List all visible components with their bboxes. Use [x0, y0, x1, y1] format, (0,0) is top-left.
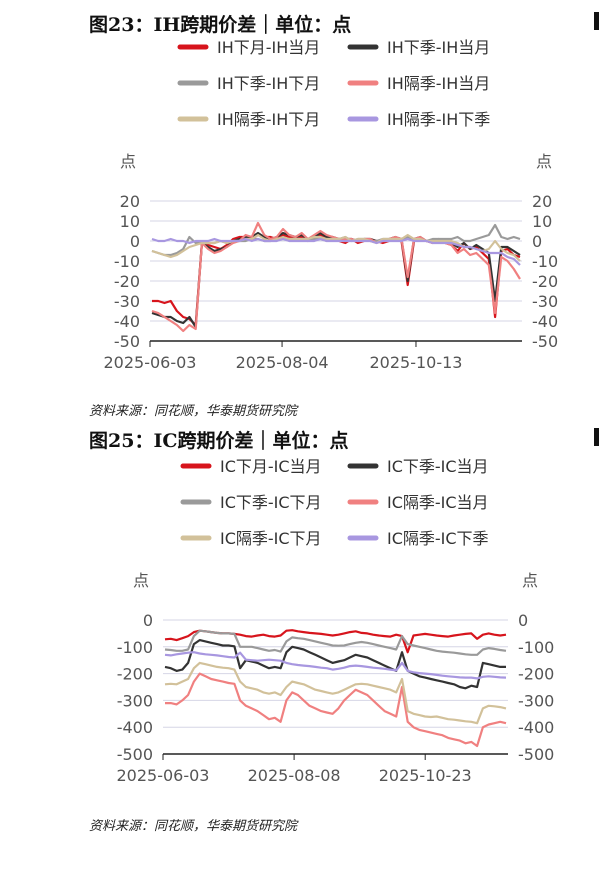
y-tick-label-left: 0 — [130, 232, 140, 251]
y-tick-label-right: -200 — [518, 665, 554, 684]
legend-item: IC隔季-IC下季 — [347, 529, 489, 548]
x-tick-label: 2025-10-23 — [379, 766, 472, 785]
edge-mark — [594, 12, 599, 30]
y-tick-label-right: -20 — [532, 272, 558, 291]
legend-item: IC隔季-IC当月 — [347, 493, 489, 512]
y-tick-label-right: -100 — [518, 638, 554, 657]
y-tick-label-left: -10 — [114, 252, 140, 271]
legend-label: IH隔季-IH下月 — [217, 110, 320, 129]
chart-svg: IC下月-IC当月 IC下季-IC当月 IC下季-IC下月 IC隔季-IC当月 IC隔季… — [117, 457, 555, 785]
legend-label: IC下月-IC当月 — [220, 457, 322, 476]
y-tick-label-right: -500 — [518, 745, 554, 764]
y-unit-right: 点 — [522, 571, 538, 590]
legend-label: IC下季-IC当月 — [387, 457, 489, 476]
chart-title: 图23：IH跨期价差｜单位：点 — [89, 14, 352, 36]
y-tick-label-left: -200 — [117, 665, 153, 684]
legend-item: IH隔季-IH下月 — [177, 110, 320, 129]
y-tick-label-right: -50 — [532, 332, 558, 351]
legend-label: IC隔季-IC下月 — [220, 529, 322, 548]
series-line — [164, 661, 507, 725]
legend-label: IH下季-IH下月 — [217, 74, 320, 93]
series-line — [164, 639, 506, 690]
legend-item: IH下季-IH下月 — [177, 74, 320, 93]
y-unit-right: 点 — [536, 152, 552, 171]
legend-label: IC隔季-IC下季 — [387, 529, 489, 548]
y-tick-label-left: -30 — [114, 292, 140, 311]
edge-mark — [594, 428, 599, 446]
legend-item: IC下季-IC下月 — [180, 493, 322, 512]
y-tick-label-left: 10 — [120, 212, 140, 231]
x-tick-label: 2025-10-13 — [369, 353, 462, 372]
y-tick-label-left: -400 — [117, 718, 153, 737]
chart-title: 图25：IC跨期价差｜单位：点 — [89, 430, 349, 452]
y-unit-left: 点 — [120, 152, 136, 171]
y-tick-label-left: -300 — [117, 691, 153, 710]
y-tick-label-left: -20 — [114, 272, 140, 291]
series-line — [164, 629, 507, 656]
legend-item: IC隔季-IC下月 — [180, 529, 322, 548]
legend-label: IH隔季-IH下季 — [387, 110, 490, 129]
y-tick-label-right: -10 — [532, 252, 558, 271]
chart-source: 资料来源：同花顺，华泰期货研究院 — [89, 819, 298, 834]
x-tick-label: 2025-08-08 — [248, 766, 341, 785]
y-tick-label-right: 0 — [532, 232, 542, 251]
legend-item: IH隔季-IH当月 — [347, 74, 490, 93]
y-tick-label-right: 0 — [518, 611, 528, 630]
x-tick-label: 2025-08-04 — [236, 353, 329, 372]
legend-label: IH下月-IH当月 — [217, 38, 320, 57]
y-tick-label-right: 10 — [532, 212, 552, 231]
legend-label: IH下季-IH当月 — [387, 38, 490, 57]
legend-label: IC隔季-IC当月 — [387, 493, 489, 512]
y-tick-label-right: -300 — [518, 691, 554, 710]
y-tick-label-left: 20 — [120, 192, 140, 211]
legend-item: IH下季-IH当月 — [347, 38, 490, 57]
x-tick-label: 2025-06-03 — [117, 766, 210, 785]
y-tick-label-right: -40 — [532, 312, 558, 331]
y-tick-label-right: 20 — [532, 192, 552, 211]
series-line — [164, 651, 507, 680]
y-tick-label-right: -30 — [532, 292, 558, 311]
legend-label: IC下季-IC下月 — [220, 493, 322, 512]
y-tick-label-left: -500 — [117, 745, 153, 764]
y-tick-label-left: -40 — [114, 312, 140, 331]
y-tick-label-left: -50 — [114, 332, 140, 351]
series-line — [165, 672, 507, 748]
chart-source: 资料来源：同花顺，华泰期货研究院 — [89, 404, 298, 419]
y-tick-label-left: 0 — [143, 611, 153, 630]
y-tick-label-right: -400 — [518, 718, 554, 737]
y-tick-label-left: -100 — [117, 638, 153, 657]
y-unit-left: 点 — [133, 571, 149, 590]
legend-item: IC下月-IC当月 — [180, 457, 322, 476]
chart-svg: IH下月-IH当月 IH下季-IH当月 IH下季-IH下月 IH隔季-IH当月 IH隔季… — [104, 38, 559, 372]
series-line — [151, 233, 521, 262]
x-tick-label: 2025-06-03 — [104, 353, 197, 372]
legend-label: IH隔季-IH当月 — [387, 74, 490, 93]
series-line — [151, 237, 521, 266]
legend-item: IH隔季-IH下季 — [347, 110, 490, 129]
legend-item: IC下季-IC当月 — [347, 457, 489, 476]
legend-item: IH下月-IH当月 — [177, 38, 320, 57]
